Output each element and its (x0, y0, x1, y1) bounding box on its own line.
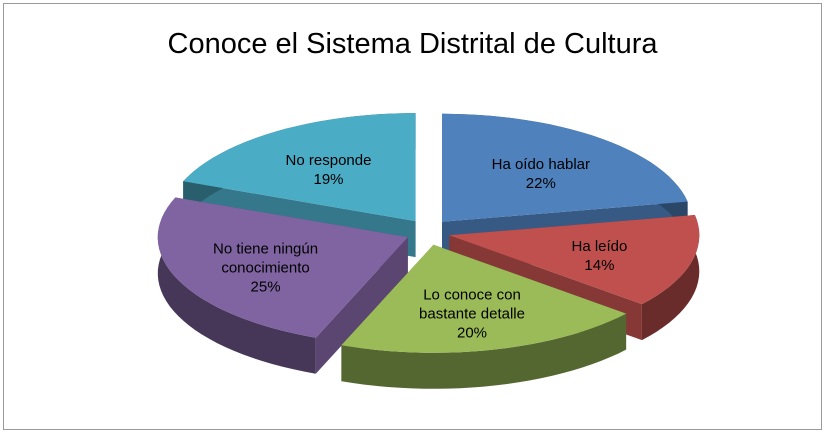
value-label: 22% (525, 175, 556, 193)
value-label: 20% (457, 324, 488, 342)
slice-label: Lo conoce con bastante detalle 20% (397, 285, 547, 342)
value-label: 25% (250, 278, 281, 296)
slice (442, 113, 688, 222)
chart-title: Conoce el Sistema Distrital de Cultura (167, 28, 658, 60)
category-label: Ha oído hablar (491, 156, 591, 174)
slice-side (315, 237, 408, 374)
slice-wall (157, 197, 316, 374)
value-label: 19% (313, 170, 344, 188)
slice-wall (641, 215, 700, 341)
category-label: No tiene ningún conocimiento (213, 240, 319, 277)
slice-wall (341, 313, 627, 389)
slice (183, 113, 416, 222)
category-label: Lo conoce con bastante detalle (419, 286, 525, 323)
slice-label: No tiene ningún conocimiento 25% (191, 239, 341, 296)
slice-label: Ha oído hablar 22% (466, 155, 616, 193)
slice-label: Ha leído 14% (524, 237, 674, 275)
slice-label: No responde 19% (254, 151, 404, 189)
slice (341, 244, 627, 353)
category-label: Ha leído (571, 237, 628, 255)
category-label: No responde (285, 151, 372, 169)
slice (449, 215, 700, 305)
slice (157, 197, 408, 338)
value-label: 14% (584, 256, 615, 274)
